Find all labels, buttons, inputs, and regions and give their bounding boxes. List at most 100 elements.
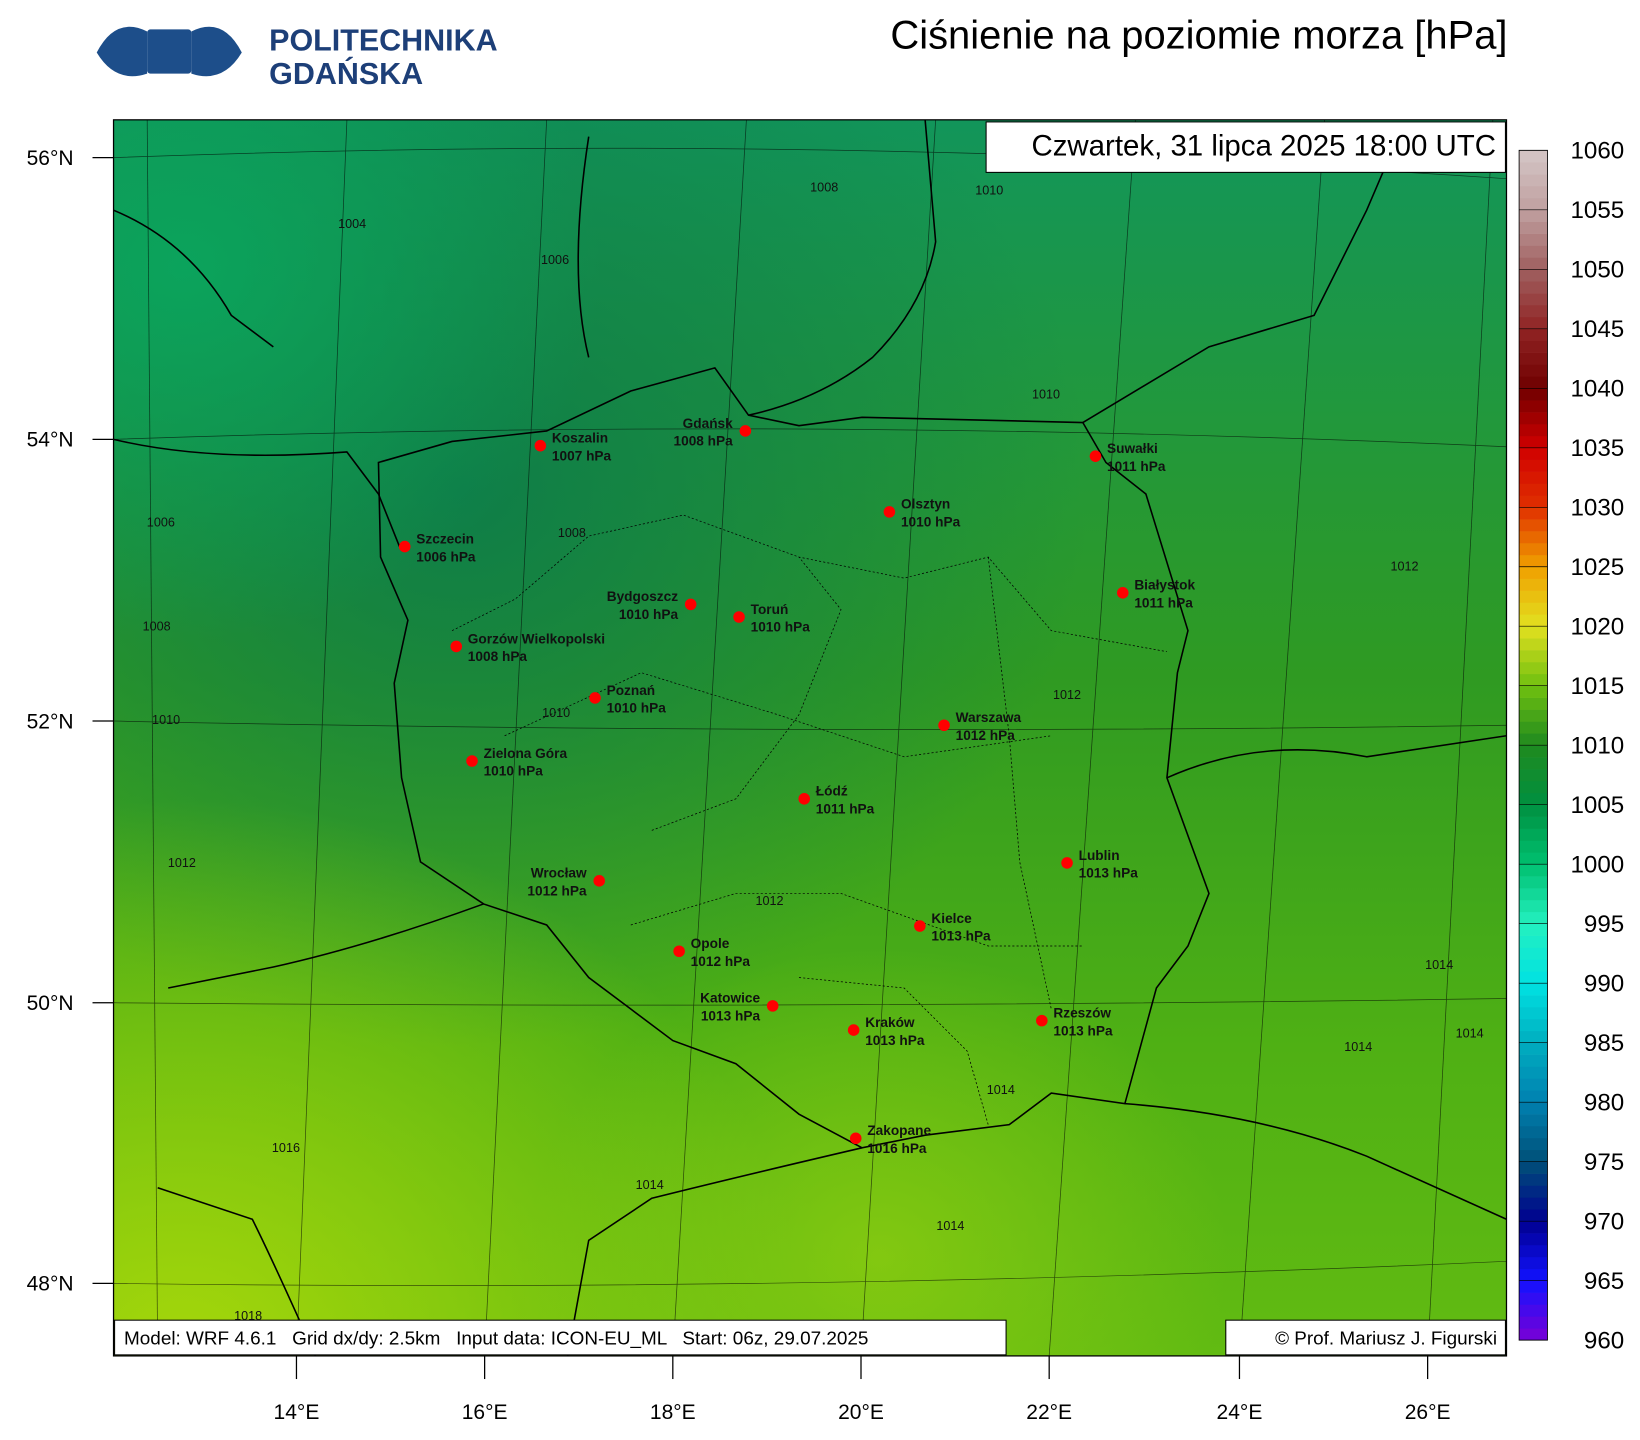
copyright-box xyxy=(1225,1319,1506,1356)
colorbar-segment xyxy=(1519,1006,1548,1020)
colorbar-segment xyxy=(1519,186,1548,199)
city-name: Gorzów Wielkopolski xyxy=(468,631,605,646)
colorbar-segment xyxy=(1519,566,1548,579)
contour-label: 1014 xyxy=(1425,958,1453,972)
city-dot xyxy=(534,439,547,452)
city-name: Kraków xyxy=(865,1015,915,1030)
colorbar-segment xyxy=(1519,304,1548,318)
colorbar-segment xyxy=(1519,1304,1548,1317)
city-name: Poznań xyxy=(607,683,656,698)
city-name: Wrocław xyxy=(531,866,587,881)
colorbar-segment xyxy=(1519,233,1548,246)
lat-label: 56°N xyxy=(27,147,74,170)
colorbar-segment xyxy=(1519,733,1548,746)
contour-label: 1010 xyxy=(1032,387,1060,401)
colorbar-segment xyxy=(1519,602,1548,615)
colorbar-segment xyxy=(1519,1054,1548,1067)
city-pressure: 1008 hPa xyxy=(468,649,528,664)
colorbar-segment xyxy=(1519,1161,1548,1174)
colorbar-segment xyxy=(1519,1209,1548,1222)
colorbar-segment xyxy=(1519,804,1548,817)
colorbar-segment xyxy=(1519,1137,1548,1151)
city-dot xyxy=(1089,450,1102,462)
colorbar-label: 1035 xyxy=(1570,435,1624,462)
colorbar-segment xyxy=(1519,174,1548,187)
lat-label: 50°N xyxy=(27,992,74,1015)
colorbar-label: 975 xyxy=(1584,1149,1624,1176)
city-dot xyxy=(766,1000,779,1012)
colorbar-segment xyxy=(1519,923,1548,936)
colorbar-segment xyxy=(1519,1030,1548,1044)
contour-label: 1012 xyxy=(756,894,784,908)
city-pressure: 1010 hPa xyxy=(619,607,679,622)
contour-label: 1008 xyxy=(558,526,586,540)
colorbar-label: 960 xyxy=(1584,1328,1624,1355)
colorbar-segment xyxy=(1519,1018,1548,1032)
map-frame xyxy=(112,119,1508,1357)
colorbar-segment xyxy=(1519,352,1548,365)
city-name: Koszalin xyxy=(552,431,608,446)
lon-labels: 14°E 16°E 18°E 20°E 22°E 24°E 26°E xyxy=(274,1355,1451,1424)
colorbar-segment xyxy=(1519,554,1548,568)
city-pressure: 1013 hPa xyxy=(1053,1023,1113,1038)
colorbar-segment xyxy=(1519,816,1548,829)
city-dot xyxy=(450,640,463,653)
colorbar-segment xyxy=(1519,1292,1548,1305)
city-name: Gdańsk xyxy=(683,416,734,431)
colorbar-segment xyxy=(1519,412,1548,425)
colorbar-segment xyxy=(1519,638,1548,651)
colorbar-segment xyxy=(1519,376,1548,389)
colorbar-segment xyxy=(1519,542,1548,556)
lat-label: 48°N xyxy=(27,1273,74,1296)
colorbar-segment xyxy=(1519,435,1548,449)
city-pressure: 1010 hPa xyxy=(751,620,811,635)
city-dot xyxy=(798,793,811,805)
colorbar-label: 985 xyxy=(1584,1030,1624,1057)
colorbar-segment xyxy=(1519,864,1548,877)
city-name: Warszawa xyxy=(956,710,1022,725)
city-name: Zielona Góra xyxy=(484,746,568,761)
colorbar-segment xyxy=(1519,495,1548,508)
city-pressure: 1013 hPa xyxy=(865,1033,925,1048)
city-pressure: 1013 hPa xyxy=(931,929,991,944)
lat-labels: 56°N 54°N 52°N 50°N 48°N xyxy=(27,147,114,1296)
colorbar-segment xyxy=(1519,697,1548,710)
city-name: Suwałki xyxy=(1107,441,1158,456)
contour-label: 1010 xyxy=(152,713,180,727)
city-name: Rzeszów xyxy=(1053,1005,1111,1020)
contour-label: 1008 xyxy=(143,620,171,634)
colorbar-segment xyxy=(1519,531,1548,544)
colorbar-label: 1005 xyxy=(1570,792,1624,819)
city-dot xyxy=(673,945,685,958)
colorbar-segment xyxy=(1519,745,1548,758)
colorbar-segment xyxy=(1519,293,1548,306)
colorbar-segment xyxy=(1519,709,1548,722)
colorbar-segment xyxy=(1519,899,1548,913)
cities: Koszalin 1007 hPa Gdańsk 1008 hPa Szczecin 10… xyxy=(398,416,1195,1156)
city-pressure: 1006 hPa xyxy=(416,549,476,564)
lat-label: 54°N xyxy=(27,429,74,452)
city-pressure: 1012 hPa xyxy=(956,728,1016,743)
colorbar-segment xyxy=(1519,852,1548,865)
city-name: Lublin xyxy=(1079,848,1120,863)
map-area xyxy=(113,119,1507,1356)
colorbar-label: 1050 xyxy=(1570,257,1624,284)
city-dot xyxy=(684,598,697,611)
colorbar-label: 1045 xyxy=(1570,316,1624,343)
colorbar-segment xyxy=(1519,757,1548,770)
colorbar-segment xyxy=(1519,959,1548,972)
colorbar-segment xyxy=(1519,911,1548,925)
colorbar-segment xyxy=(1519,1125,1548,1139)
city-name: Bydgoszcz xyxy=(607,589,679,604)
colorbar-segment xyxy=(1519,1102,1548,1115)
city-dot xyxy=(1036,1014,1048,1027)
city-name: Zakopane xyxy=(867,1123,931,1138)
colorbar-label: 1020 xyxy=(1570,614,1624,641)
time-box xyxy=(985,121,1506,173)
colorbar-segment xyxy=(1519,471,1548,484)
contour-label: 1014 xyxy=(936,1219,964,1233)
city-pressure: 1008 hPa xyxy=(674,434,734,449)
colorbar-segment xyxy=(1519,1268,1548,1281)
colorbar-segment xyxy=(1519,1114,1548,1127)
